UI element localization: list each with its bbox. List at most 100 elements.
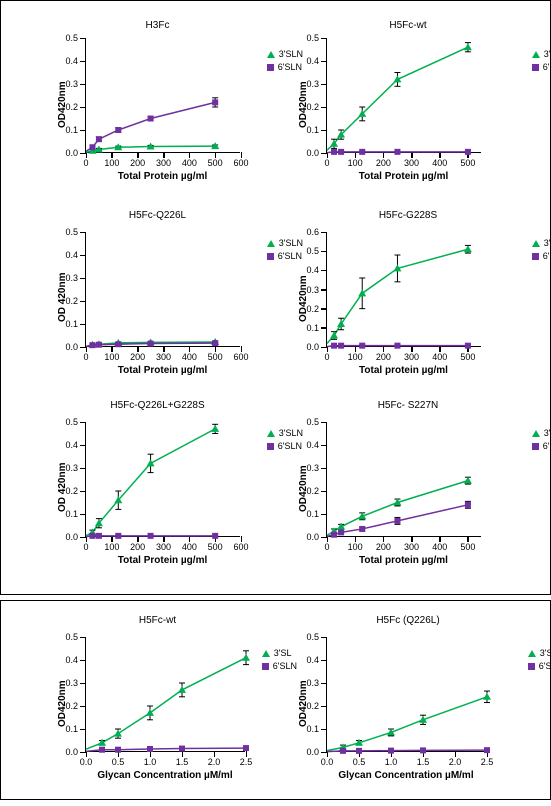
xlabel: Total Protein µg/ml [85, 555, 240, 566]
plot-svg [86, 38, 241, 153]
legend-item-3sln: 3'SLN [532, 427, 551, 440]
xticklabel: 300 [156, 542, 171, 552]
xticklabel: 0.5 [353, 757, 366, 767]
legend-marker-6sln-icon [267, 253, 274, 260]
ylabel: OD420nm [298, 81, 309, 128]
datapoint-6sln [212, 99, 218, 105]
xticklabel: 500 [460, 352, 475, 362]
yticklabel: 0.0 [306, 747, 319, 757]
legend-marker-3sln-icon [532, 51, 540, 58]
datapoint-6sln [148, 533, 154, 539]
xticklabel: 0 [83, 158, 88, 168]
legend-marker-6sln-icon [532, 64, 539, 71]
legend-marker-6sln-icon [267, 443, 274, 450]
legend-item-6sln: 6'SLN [532, 250, 551, 263]
ylabel: OD420nm [57, 81, 68, 128]
xticklabel: 0 [324, 352, 329, 362]
legend-marker-3sln-icon [267, 240, 275, 247]
xticklabel: 200 [130, 352, 145, 362]
datapoint-6sln [359, 526, 365, 532]
datapoint-6sln [359, 343, 365, 349]
legend-marker-6sln-icon [532, 253, 539, 260]
xticklabel: 300 [156, 352, 171, 362]
datapoint-3sln [337, 523, 345, 530]
xticklabel: 2.5 [240, 757, 253, 767]
datapoint-6sln [465, 343, 471, 349]
series-curve-6sln [327, 750, 487, 751]
legend-item-6sln: 6'SLN [528, 660, 551, 673]
plot-area: 0.00.10.20.30.40.50100200300400500600 [85, 38, 240, 153]
yticklabel: 0.5 [65, 227, 78, 237]
yticklabel: 0.4 [65, 655, 78, 665]
chart-title: H5Fc-Q226L+G228S [40, 400, 275, 411]
datapoint-6sln [340, 748, 346, 754]
xticklabel: 500 [208, 158, 223, 168]
xticklabel: 200 [376, 542, 391, 552]
chart-title: H5Fc-wt [40, 615, 275, 626]
chart-c4: H5Fc-Q226L+G228S0.00.10.20.30.40.5010020… [40, 400, 275, 575]
yticklabel: 0.0 [65, 532, 78, 542]
legend-marker-3sln-icon [532, 240, 540, 247]
datapoint-3sl [242, 654, 250, 661]
ylabel: OD 420nm [57, 462, 68, 511]
yticklabel: 0.0 [65, 148, 78, 158]
xlabel: Total Protein µg/ml [85, 171, 240, 182]
yticklabel: 0.4 [306, 655, 319, 665]
yticklabel: 0.1 [306, 323, 319, 333]
plot-area: 0.00.10.20.30.40.50100200300400500600 [85, 232, 240, 347]
xticklabel: 1.5 [417, 757, 430, 767]
chart-c7: H5Fc (Q226L) 0.00.10.20.30.40.50.00.51.01… [288, 615, 528, 795]
datapoint-6sln [115, 533, 121, 539]
legend-item-3sln: 3'SLN [532, 48, 551, 61]
yticklabel: 0.6 [306, 227, 319, 237]
legend-label: 6'SLN [539, 660, 551, 673]
ylabel: OD420nm [57, 680, 68, 727]
plot-area: 0.00.10.20.30.40.50.60100200300400500 [326, 232, 481, 347]
legend-label: 6'SLN [543, 440, 551, 453]
xticklabel: 200 [376, 158, 391, 168]
xticklabel: 2.0 [208, 757, 221, 767]
xticklabel: 100 [104, 542, 119, 552]
plot-svg [327, 422, 482, 537]
datapoint-3sln [464, 43, 472, 50]
plot-svg [327, 38, 482, 153]
xlabel: Glycan Concentration µM/ml [85, 770, 245, 781]
yticklabel: 0.5 [306, 417, 319, 427]
chart-title: H5Fc (Q226L) [288, 615, 528, 626]
chart-c0: H3Fc0.00.10.20.30.40.5010020030040050060… [40, 20, 275, 195]
datapoint-6sln [420, 747, 426, 753]
yticklabel: 0.5 [65, 417, 78, 427]
yticklabel: 0.5 [306, 632, 319, 642]
xlabel: Total Protein µg/ml [85, 365, 240, 376]
chart-c5: H5Fc- S227N0.00.10.20.30.40.501002003004… [288, 400, 528, 575]
xticklabel: 600 [233, 542, 248, 552]
legend-label: 6'SLN [543, 61, 551, 74]
yticklabel: 0.4 [65, 440, 78, 450]
legend-marker-6sln-icon [267, 64, 274, 71]
yticklabel: 0.4 [306, 440, 319, 450]
datapoint-6sln [212, 533, 218, 539]
xticklabel: 200 [376, 352, 391, 362]
chart-c6: H5Fc-wt0.00.10.20.30.40.50.00.51.01.52.0… [40, 615, 275, 795]
datapoint-6sln [89, 144, 95, 150]
xticklabel: 400 [182, 158, 197, 168]
datapoint-6sln [148, 116, 154, 122]
xticklabel: 1.0 [144, 757, 157, 767]
xlabel: Total Protein µg/ml [326, 171, 481, 182]
datapoint-6sln [338, 343, 344, 349]
yticklabel: 0.4 [306, 56, 319, 66]
plot-area: 0.00.10.20.30.40.50.00.51.01.52.02.5 [326, 637, 486, 752]
datapoint-6sln [484, 747, 490, 753]
plot-svg [86, 422, 241, 537]
ylabel: OD420nm [298, 275, 309, 322]
legend: 3'SLN6'SLN [532, 237, 551, 263]
datapoint-6sln [179, 746, 185, 752]
legend-marker-3sln-icon [267, 430, 275, 437]
datapoint-6sln [394, 343, 400, 349]
datapoint-3sln [147, 459, 155, 466]
datapoint-6sln [331, 343, 337, 349]
datapoint-6sln [394, 518, 400, 524]
datapoint-6sln [243, 745, 249, 751]
xticklabel: 100 [104, 158, 119, 168]
legend-marker-3sl-icon [528, 650, 536, 657]
